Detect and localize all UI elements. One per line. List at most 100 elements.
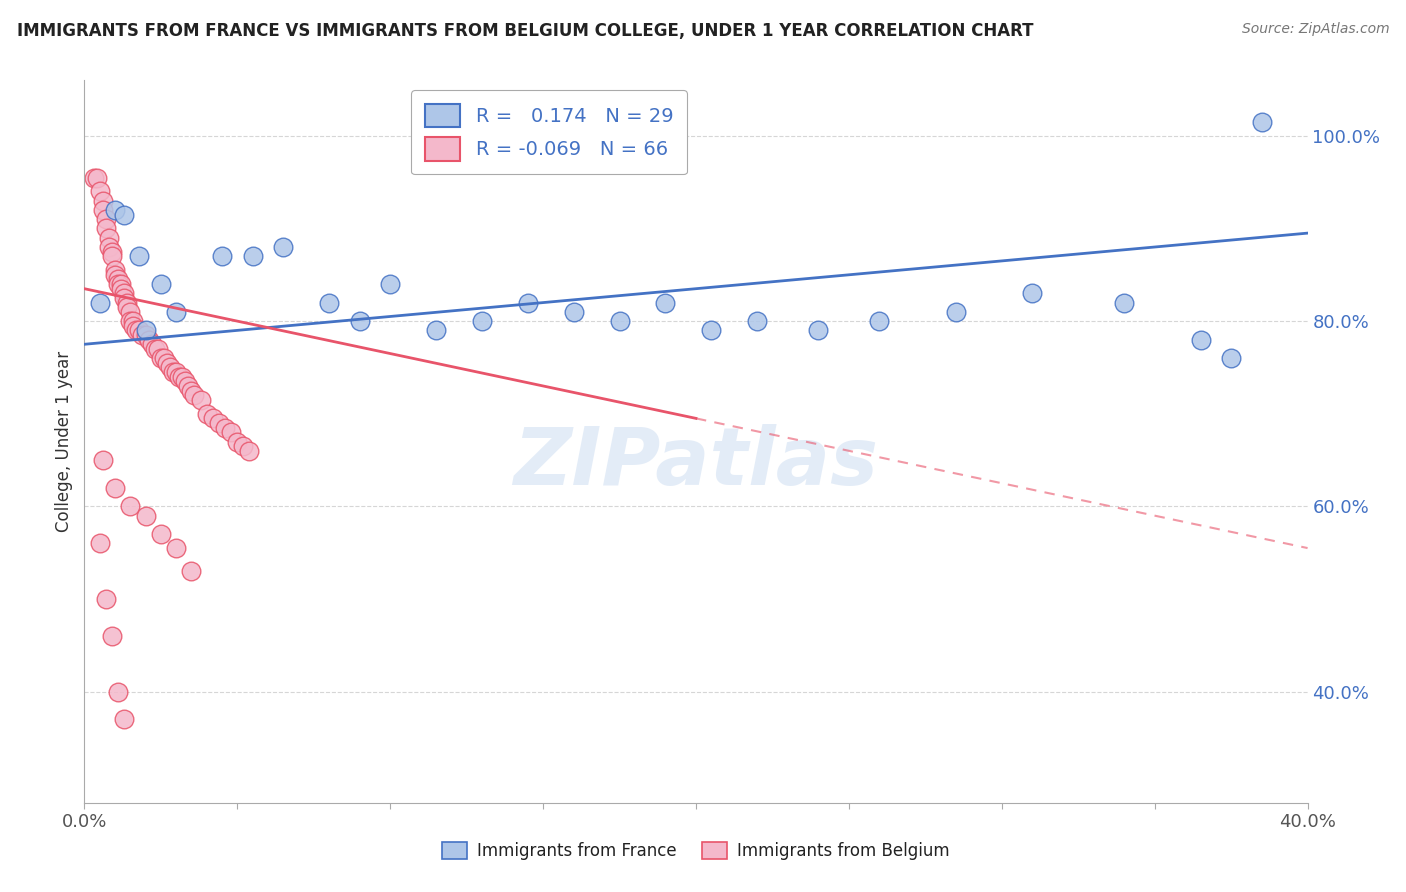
Point <box>242 249 264 263</box>
Point <box>120 500 142 514</box>
Point <box>101 629 124 643</box>
Point <box>219 425 242 440</box>
Point <box>112 286 135 301</box>
Point <box>91 202 114 217</box>
Point <box>135 323 157 337</box>
Point <box>107 272 129 286</box>
Point <box>131 328 153 343</box>
Point <box>609 314 631 328</box>
Point <box>183 388 205 402</box>
Point <box>112 208 135 222</box>
Point <box>125 323 148 337</box>
Point <box>110 277 132 291</box>
Point <box>945 305 967 319</box>
Point <box>146 342 169 356</box>
Point <box>156 356 179 370</box>
Point <box>1220 351 1243 366</box>
Point <box>89 295 111 310</box>
Point <box>138 333 160 347</box>
Point <box>318 295 340 310</box>
Point <box>162 365 184 379</box>
Point <box>153 351 176 366</box>
Point <box>104 481 127 495</box>
Point <box>94 212 117 227</box>
Point <box>165 305 187 319</box>
Point <box>211 249 233 263</box>
Point <box>180 384 202 398</box>
Point <box>110 282 132 296</box>
Point <box>180 564 202 578</box>
Point <box>1189 333 1212 347</box>
Point <box>471 314 494 328</box>
Point <box>115 295 138 310</box>
Point <box>807 323 830 337</box>
Point <box>107 277 129 291</box>
Point <box>101 249 124 263</box>
Point <box>104 263 127 277</box>
Point <box>1250 115 1272 129</box>
Point <box>149 527 172 541</box>
Text: IMMIGRANTS FROM FRANCE VS IMMIGRANTS FROM BELGIUM COLLEGE, UNDER 1 YEAR CORRELAT: IMMIGRANTS FROM FRANCE VS IMMIGRANTS FRO… <box>17 22 1033 40</box>
Point <box>128 323 150 337</box>
Text: ZIPatlas: ZIPatlas <box>513 425 879 502</box>
Point <box>128 249 150 263</box>
Point <box>167 369 190 384</box>
Point <box>174 375 197 389</box>
Point <box>195 407 218 421</box>
Point <box>177 379 200 393</box>
Point <box>562 305 585 319</box>
Legend: Immigrants from France, Immigrants from Belgium: Immigrants from France, Immigrants from … <box>436 835 956 867</box>
Point <box>120 305 142 319</box>
Point <box>232 439 254 453</box>
Point <box>107 684 129 698</box>
Point <box>94 592 117 607</box>
Point <box>149 351 172 366</box>
Point <box>214 420 236 434</box>
Point <box>122 318 145 333</box>
Point <box>654 295 676 310</box>
Point <box>135 508 157 523</box>
Point <box>700 323 723 337</box>
Point <box>112 291 135 305</box>
Point <box>238 443 260 458</box>
Point <box>747 314 769 328</box>
Point <box>91 194 114 208</box>
Point <box>271 240 294 254</box>
Point <box>1114 295 1136 310</box>
Point <box>869 314 891 328</box>
Point <box>97 240 120 254</box>
Point <box>89 536 111 550</box>
Point <box>94 221 117 235</box>
Point <box>165 541 187 555</box>
Point <box>112 713 135 727</box>
Point <box>349 314 371 328</box>
Point <box>120 314 142 328</box>
Point <box>165 365 187 379</box>
Point <box>425 323 447 337</box>
Point <box>122 314 145 328</box>
Point <box>141 337 163 351</box>
Point <box>226 434 249 449</box>
Point <box>91 453 114 467</box>
Point <box>516 295 538 310</box>
Point <box>190 392 212 407</box>
Point <box>143 342 166 356</box>
Point <box>380 277 402 291</box>
Point <box>115 300 138 314</box>
Point <box>201 411 224 425</box>
Point <box>104 202 127 217</box>
Point <box>1021 286 1043 301</box>
Point <box>86 170 108 185</box>
Text: Source: ZipAtlas.com: Source: ZipAtlas.com <box>1241 22 1389 37</box>
Point <box>83 170 105 185</box>
Point <box>208 416 231 430</box>
Point <box>104 268 127 282</box>
Point <box>97 231 120 245</box>
Point <box>149 277 172 291</box>
Point <box>172 369 194 384</box>
Y-axis label: College, Under 1 year: College, Under 1 year <box>55 351 73 533</box>
Point <box>135 328 157 343</box>
Point <box>159 360 181 375</box>
Point <box>101 244 124 259</box>
Point <box>89 185 111 199</box>
